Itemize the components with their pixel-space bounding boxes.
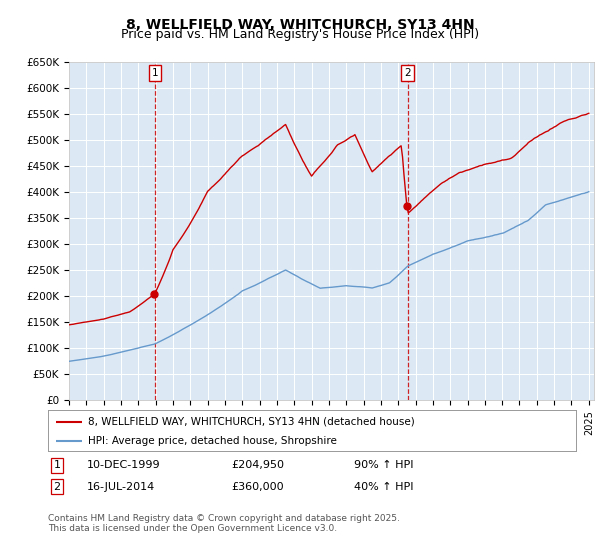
Text: Price paid vs. HM Land Registry's House Price Index (HPI): Price paid vs. HM Land Registry's House … bbox=[121, 28, 479, 41]
Text: £360,000: £360,000 bbox=[231, 482, 284, 492]
Text: 40% ↑ HPI: 40% ↑ HPI bbox=[354, 482, 413, 492]
Text: HPI: Average price, detached house, Shropshire: HPI: Average price, detached house, Shro… bbox=[88, 436, 337, 446]
Text: 1: 1 bbox=[53, 460, 61, 470]
Text: 2: 2 bbox=[404, 68, 411, 78]
Text: 10-DEC-1999: 10-DEC-1999 bbox=[87, 460, 161, 470]
Text: 90% ↑ HPI: 90% ↑ HPI bbox=[354, 460, 413, 470]
Text: 16-JUL-2014: 16-JUL-2014 bbox=[87, 482, 155, 492]
Text: 1: 1 bbox=[151, 68, 158, 78]
Text: 2: 2 bbox=[53, 482, 61, 492]
Text: 8, WELLFIELD WAY, WHITCHURCH, SY13 4HN (detached house): 8, WELLFIELD WAY, WHITCHURCH, SY13 4HN (… bbox=[88, 417, 415, 427]
Text: £204,950: £204,950 bbox=[231, 460, 284, 470]
Text: Contains HM Land Registry data © Crown copyright and database right 2025.
This d: Contains HM Land Registry data © Crown c… bbox=[48, 514, 400, 534]
Text: 8, WELLFIELD WAY, WHITCHURCH, SY13 4HN: 8, WELLFIELD WAY, WHITCHURCH, SY13 4HN bbox=[125, 18, 475, 32]
